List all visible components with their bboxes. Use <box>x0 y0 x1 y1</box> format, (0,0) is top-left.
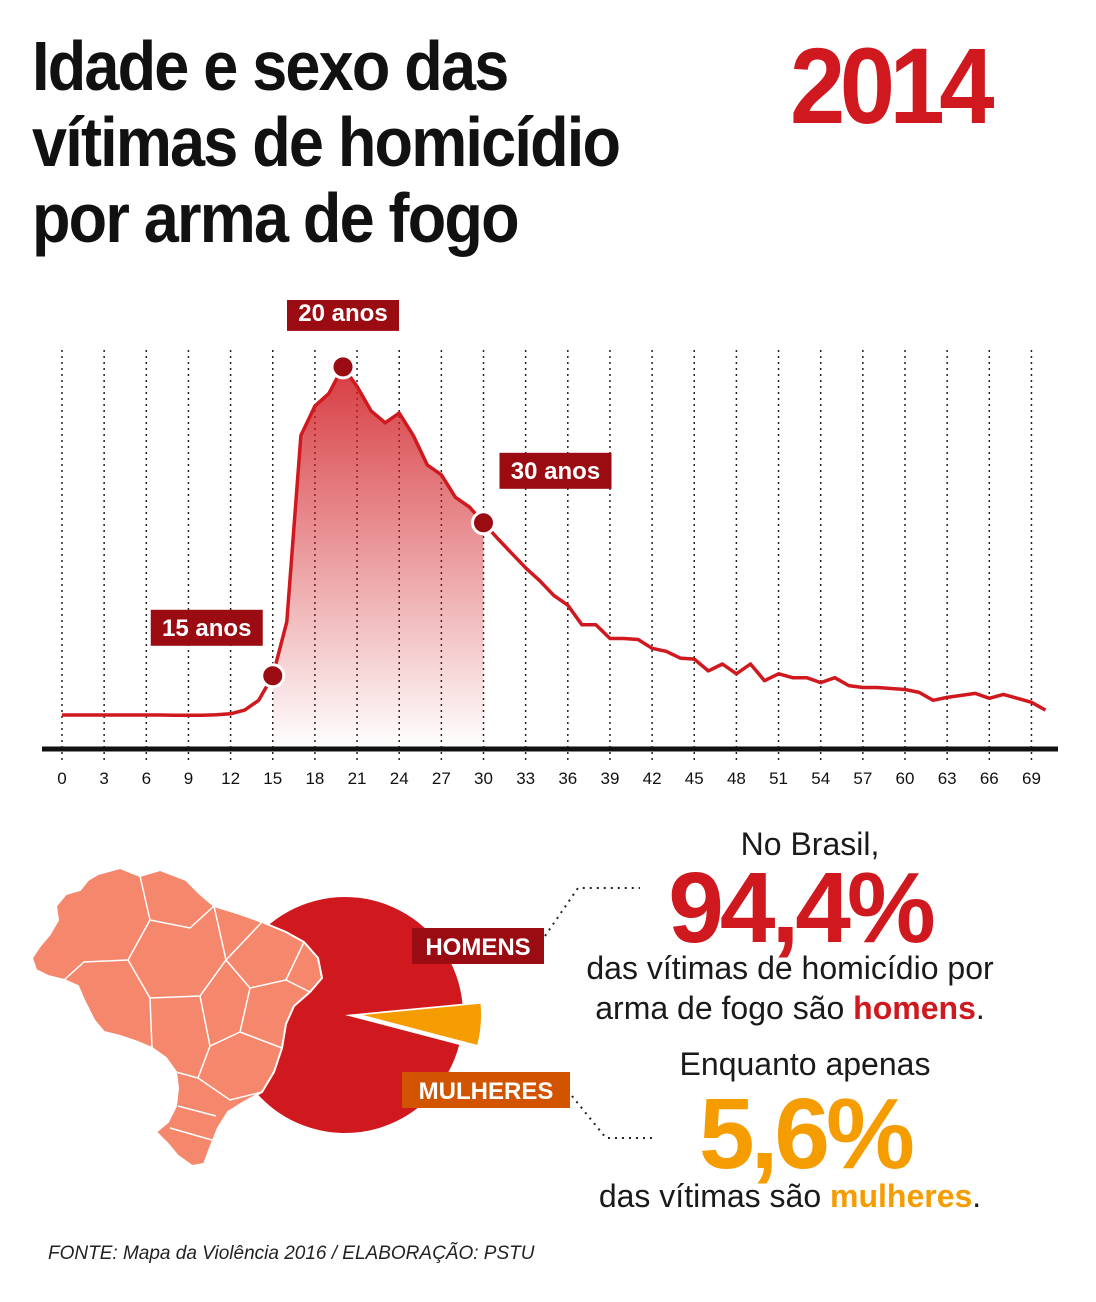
x-tick-label: 33 <box>516 769 535 788</box>
men-description: das vítimas de homicídio por arma de fog… <box>570 948 1010 1028</box>
annotation-label: 20 anos <box>298 300 387 327</box>
women-percentage: 5,6% <box>699 1078 915 1190</box>
x-tick-label: 18 <box>305 769 324 788</box>
x-tick-label: 63 <box>938 769 957 788</box>
annotation-label: 30 anos <box>511 458 600 485</box>
highlight-area <box>272 366 484 748</box>
x-tick-label: 66 <box>980 769 999 788</box>
age-line-chart: 0 3 6 9 12 15 18 21 24 27 30 33 36 39 42 45 48 51 54 57 60 63… <box>42 300 1058 788</box>
annotation-dot <box>330 354 356 380</box>
women-description-end: . <box>972 1178 982 1214</box>
annotation-dot <box>471 510 496 536</box>
page-title: Idade e sexo das vítimas de homicídio po… <box>32 27 621 257</box>
x-tick-label: 27 <box>432 769 451 788</box>
x-tick-label: 39 <box>600 769 619 788</box>
men-intro: No Brasil, <box>740 826 880 862</box>
pie-label-women: MULHERES <box>419 1078 554 1105</box>
men-connector <box>544 887 640 937</box>
annotation-label: 15 anos <box>162 615 251 642</box>
x-tick-label: 6 <box>142 769 151 788</box>
women-description: das vítimas são mulheres. <box>570 1178 1010 1215</box>
women-description-text: das vítimas são <box>598 1178 831 1214</box>
gender-section: HOMENS MULHERES <box>30 866 652 1168</box>
x-tick-label: 12 <box>221 769 240 788</box>
men-description-end: . <box>975 990 985 1026</box>
x-tick-label: 60 <box>896 769 915 788</box>
x-tick-label: 69 <box>1022 769 1041 788</box>
x-tick-label: 9 <box>184 769 193 788</box>
annotation-dot <box>260 663 286 689</box>
x-tick-label: 30 <box>474 769 493 788</box>
x-tick-label: 57 <box>853 769 872 788</box>
women-highlight: mulheres <box>830 1178 973 1214</box>
brazil-map-shape <box>30 866 324 1168</box>
x-tick-label: 0 <box>57 769 66 788</box>
men-percentage: 94,4% <box>668 852 936 964</box>
x-tick-label: 36 <box>558 769 577 788</box>
men-description-text: das vítimas de homicídio por arma de fog… <box>586 950 994 1026</box>
connector-lines <box>544 887 652 1139</box>
women-intro: Enquanto apenas <box>679 1046 931 1082</box>
men-highlight: homens <box>853 990 976 1026</box>
pie-label-women-box <box>402 1072 570 1108</box>
annotation-box <box>287 300 399 331</box>
x-tick-label: 24 <box>390 769 409 788</box>
x-tick-label: 45 <box>685 769 704 788</box>
x-tick-label: 48 <box>727 769 746 788</box>
x-tick-label: 15 <box>263 769 282 788</box>
pie-label-men: HOMENS <box>425 934 530 961</box>
series-line <box>62 365 1047 718</box>
grid-lines <box>61 350 1033 760</box>
source-note: FONTE: Mapa da Violência 2016 / ELABORAÇ… <box>48 1243 535 1264</box>
x-tick-label: 3 <box>99 769 108 788</box>
year-label: 2014 <box>790 25 994 146</box>
pie-labels: HOMENS MULHERES <box>402 928 570 1108</box>
x-tick-label: 21 <box>348 769 367 788</box>
x-tick-label: 42 <box>643 769 662 788</box>
pie-slice-women <box>363 1003 482 1045</box>
x-tick-label: 51 <box>769 769 788 788</box>
pie-label-men-box <box>412 928 544 964</box>
x-axis-ticks: 0 3 6 9 12 15 18 21 24 27 30 33 36 39 42 45 48 51 54 57 60 63… <box>57 769 1041 788</box>
annotations: 15 anos 20 anos 30 anos <box>150 300 612 689</box>
x-tick-label: 54 <box>811 769 830 788</box>
annotation-box <box>150 609 263 646</box>
brazil-map-icon <box>30 866 324 1168</box>
annotation-box <box>499 452 612 489</box>
women-connector <box>571 1095 652 1139</box>
